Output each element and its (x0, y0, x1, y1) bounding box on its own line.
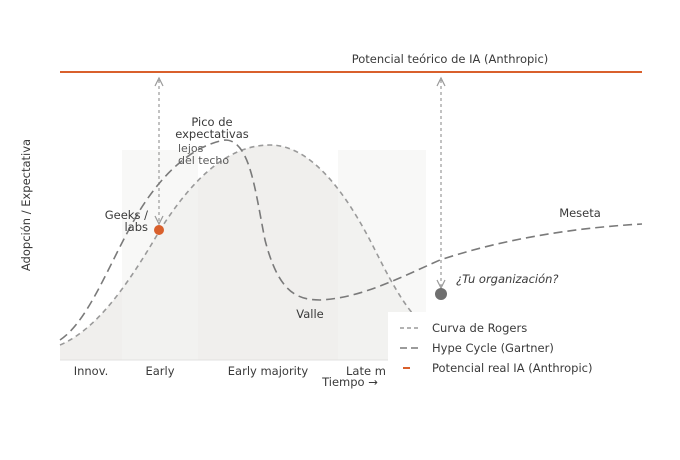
legend-label-anthropic: Potencial real IA (Anthropic) (432, 361, 592, 375)
legend-background (388, 312, 610, 382)
peak-label-line2: expectativas (175, 127, 248, 141)
y-axis-label: Adopción / Expectativa (19, 139, 33, 271)
hype-cycle-curve (59, 139, 643, 341)
gap-arrow-early (154, 76, 164, 226)
x-axis-label: Tiempo → (321, 375, 378, 389)
plateau-label: Meseta (559, 206, 601, 220)
far-label-line2: del techo (178, 154, 229, 167)
stage-label-late-majority: Late m (346, 364, 386, 378)
segment-band-early (122, 150, 198, 360)
organization-marker (435, 288, 447, 300)
legend: Curva de Rogers Hype Cycle (Gartner) Pot… (388, 312, 610, 382)
valley-label: Valle (296, 307, 324, 321)
stage-label-innovators: Innov. (74, 364, 109, 378)
geeks-label-line2: labs (124, 220, 148, 234)
stage-label-early-majority: Early majority (228, 364, 309, 378)
legend-label-rogers: Curva de Rogers (432, 321, 527, 335)
legend-label-hype: Hype Cycle (Gartner) (432, 341, 554, 355)
gap-arrow-organization (436, 76, 446, 290)
organization-label: ¿Tu organización? (456, 272, 559, 286)
ceiling-label: Potencial teórico de IA (Anthropic) (352, 52, 549, 66)
far-label-line1: lejos (178, 142, 204, 155)
geeks-label-line1: Geeks / (105, 208, 148, 222)
stage-label-early: Early (145, 364, 174, 378)
geeks-labs-marker (154, 225, 164, 235)
peak-label-line1: Pico de (191, 115, 232, 129)
